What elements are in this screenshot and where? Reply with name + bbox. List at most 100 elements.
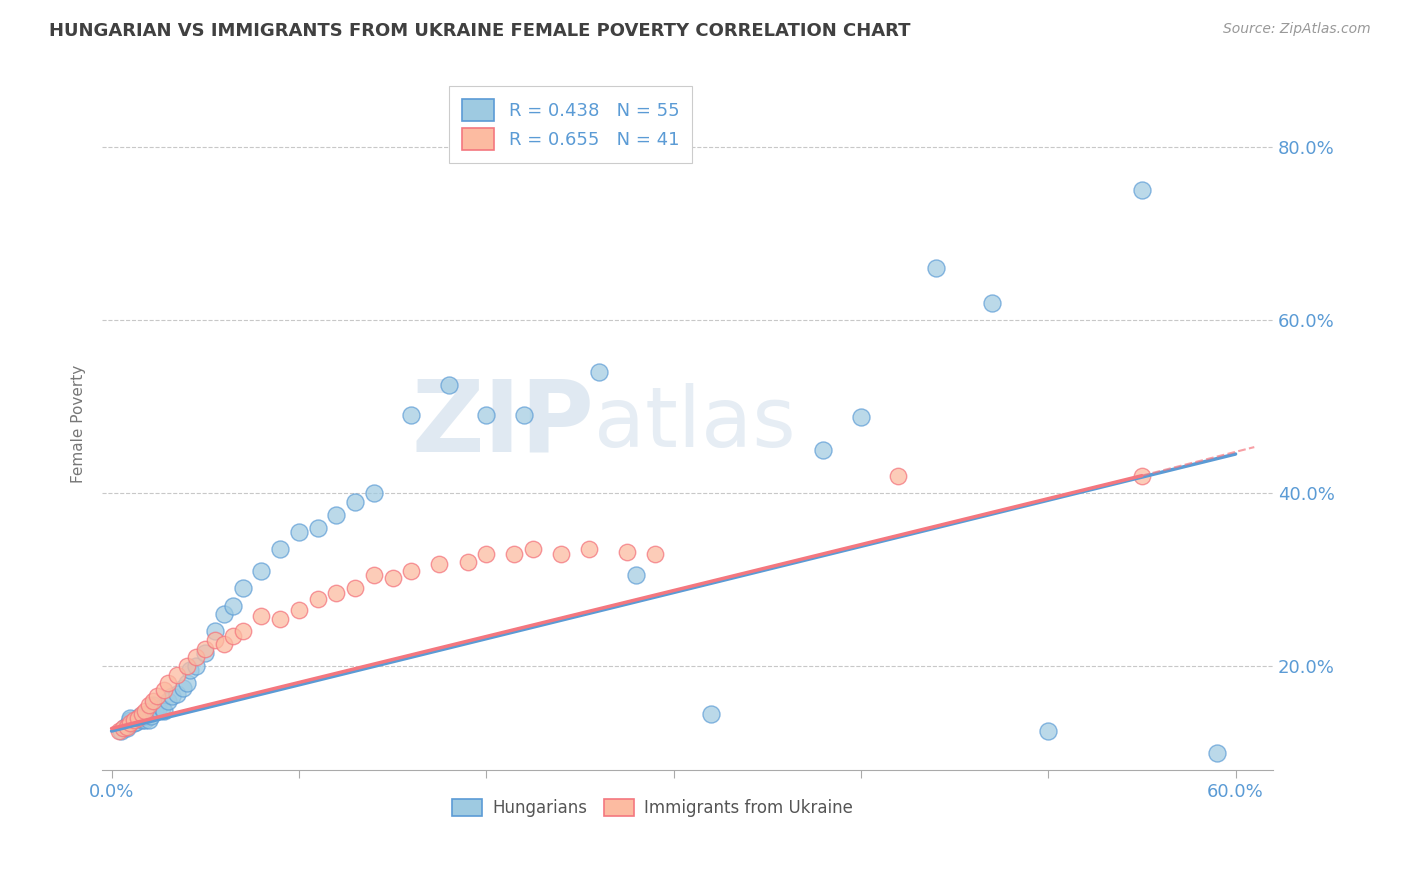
Point [222, 629, 245, 643]
Point [325, 585, 347, 599]
Point [250, 564, 273, 578]
Point [127, 711, 149, 725]
Point [153, 683, 176, 698]
Point [145, 690, 167, 704]
Point [134, 713, 156, 727]
Point [512, 408, 534, 422]
Point [250, 608, 273, 623]
Point [401, 408, 423, 422]
Point [194, 646, 217, 660]
Point [153, 704, 176, 718]
Point [550, 547, 572, 561]
Point [1130, 183, 1153, 197]
Point [115, 722, 138, 736]
Point [381, 571, 404, 585]
Point [616, 545, 638, 559]
Text: ZIP: ZIP [411, 376, 593, 472]
Point [588, 365, 610, 379]
Point [128, 711, 150, 725]
Point [122, 713, 145, 727]
Point [429, 557, 451, 571]
Point [204, 624, 226, 639]
Point [307, 591, 329, 606]
Point [1038, 724, 1060, 739]
Point [132, 709, 155, 723]
Point [981, 295, 1004, 310]
Point [179, 664, 201, 678]
Point [120, 711, 142, 725]
Text: Source: ZipAtlas.com: Source: ZipAtlas.com [1223, 22, 1371, 37]
Point [307, 520, 329, 534]
Point [120, 715, 142, 730]
Point [184, 659, 207, 673]
Point [288, 524, 311, 539]
Y-axis label: Female Poverty: Female Poverty [72, 365, 86, 483]
Point [325, 508, 347, 522]
Legend: Hungarians, Immigrants from Ukraine: Hungarians, Immigrants from Ukraine [446, 792, 859, 824]
Point [232, 624, 254, 639]
Point [131, 706, 153, 721]
Point [110, 724, 132, 739]
Point [125, 714, 148, 729]
Point [150, 700, 173, 714]
Point [925, 260, 948, 275]
Point [108, 724, 131, 739]
Point [120, 716, 142, 731]
Point [503, 547, 526, 561]
Point [522, 542, 544, 557]
Point [700, 706, 723, 721]
Point [288, 603, 311, 617]
Point [172, 681, 194, 695]
Point [437, 377, 460, 392]
Point [849, 409, 872, 424]
Point [128, 709, 150, 723]
Point [269, 611, 291, 625]
Point [194, 641, 217, 656]
Point [166, 687, 188, 701]
Point [184, 650, 207, 665]
Point [134, 709, 156, 723]
Point [115, 720, 138, 734]
Point [363, 486, 385, 500]
Point [138, 713, 160, 727]
Point [401, 564, 423, 578]
Point [160, 690, 183, 704]
Point [813, 442, 835, 457]
Point [111, 722, 134, 736]
Point [156, 694, 179, 708]
Point [1205, 746, 1227, 760]
Point [131, 713, 153, 727]
Point [166, 667, 188, 681]
Point [232, 581, 254, 595]
Text: HUNGARIAN VS IMMIGRANTS FROM UKRAINE FEMALE POVERTY CORRELATION CHART: HUNGARIAN VS IMMIGRANTS FROM UKRAINE FEM… [49, 22, 911, 40]
Point [624, 568, 647, 582]
Point [269, 542, 291, 557]
Point [122, 716, 145, 731]
Point [457, 555, 479, 569]
Point [644, 547, 666, 561]
Point [344, 581, 367, 595]
Point [134, 704, 156, 718]
Point [120, 713, 142, 727]
Point [142, 698, 165, 712]
Point [578, 542, 600, 557]
Point [148, 702, 170, 716]
Point [114, 720, 136, 734]
Point [887, 468, 910, 483]
Point [475, 547, 498, 561]
Point [212, 607, 235, 622]
Point [222, 599, 245, 613]
Point [138, 698, 160, 712]
Text: atlas: atlas [593, 384, 796, 464]
Point [204, 633, 226, 648]
Point [156, 676, 179, 690]
Point [142, 694, 165, 708]
Point [117, 718, 139, 732]
Point [344, 494, 367, 508]
Point [1130, 468, 1153, 483]
Point [363, 568, 385, 582]
Point [212, 638, 235, 652]
Point [143, 704, 166, 718]
Point [176, 676, 198, 690]
Point [176, 659, 198, 673]
